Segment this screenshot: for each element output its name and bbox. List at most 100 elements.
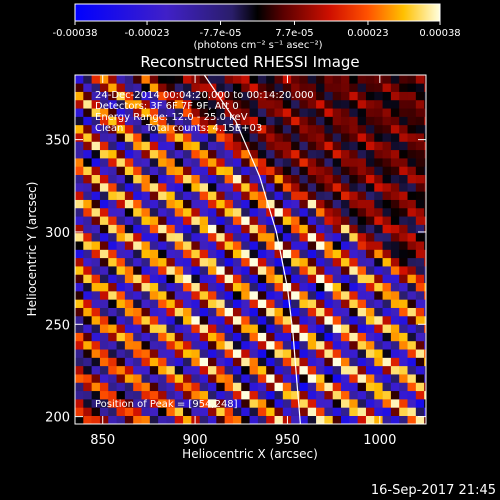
heatmap-cell	[374, 282, 383, 292]
heatmap-cell	[341, 249, 350, 259]
plot-frame	[74, 74, 427, 425]
heatmap-cell	[332, 332, 342, 342]
heatmap-cell	[307, 191, 317, 200]
heatmap-cell	[83, 357, 92, 367]
heatmap-cell	[341, 124, 350, 134]
heatmap-cell	[158, 332, 167, 342]
heatmap-cell	[349, 83, 358, 92]
heatmap-cell	[133, 382, 142, 392]
heatmap-cell	[124, 116, 134, 126]
heatmap-cell	[415, 349, 425, 358]
heatmap-cell	[390, 158, 400, 167]
heatmap-cell	[108, 133, 117, 142]
heatmap-cell	[208, 407, 217, 416]
heatmap-cell	[208, 166, 217, 176]
heatmap-cell	[424, 399, 426, 408]
heatmap-cell	[407, 216, 417, 225]
heatmap-cell	[216, 158, 225, 167]
heatmap-cell	[174, 191, 184, 200]
heatmap-cell	[224, 207, 234, 217]
heatmap-cell	[241, 199, 250, 209]
heatmap-cell	[149, 99, 159, 109]
heatmap-cell	[316, 332, 325, 342]
heatmap-cell	[166, 257, 176, 267]
heatmap-cell	[199, 174, 209, 184]
heatmap-cell	[324, 291, 334, 300]
heatmap-cell	[158, 399, 167, 408]
heatmap-cell	[299, 282, 309, 292]
heatmap-cell	[424, 191, 426, 200]
heatmap-cell	[307, 174, 317, 184]
heatmap-cell	[349, 382, 358, 392]
heatmap-cell	[158, 232, 167, 242]
heatmap-cell	[390, 291, 400, 300]
heatmap-cell	[341, 315, 350, 325]
heatmap-cell	[183, 374, 192, 383]
heatmap-cell	[174, 183, 184, 192]
heatmap-cell	[307, 149, 317, 159]
heatmap-cell	[299, 349, 309, 358]
heatmap-cell	[133, 249, 142, 259]
heatmap-cell	[141, 249, 151, 259]
peak-position-label: Position of Peak = [954,248]	[95, 399, 238, 410]
heatmap-cell	[158, 374, 167, 383]
heatmap-cell	[291, 399, 300, 408]
heatmap-cell	[191, 124, 200, 134]
heatmap-cell	[374, 166, 383, 176]
heatmap-cell	[341, 141, 350, 151]
heatmap-cell	[274, 116, 284, 126]
heatmap-cell	[216, 374, 225, 383]
heatmap-cell	[307, 75, 317, 84]
heatmap-cell	[208, 257, 217, 267]
heatmap-cell	[307, 232, 317, 242]
heatmap-cell	[199, 382, 209, 392]
heatmap-cell	[307, 332, 317, 342]
heatmap-cell	[208, 149, 217, 159]
heatmap-cell	[307, 158, 317, 167]
heatmap-cell	[232, 274, 242, 284]
heatmap-cell	[191, 249, 200, 259]
heatmap-cell	[299, 75, 309, 84]
heatmap-cell	[75, 216, 84, 225]
heatmap-cell	[83, 249, 92, 259]
heatmap-cell	[424, 199, 426, 209]
heatmap-cell	[324, 99, 334, 109]
heatmap-cell	[374, 191, 383, 200]
heatmap-cell	[316, 116, 325, 126]
heatmap-cell	[191, 207, 200, 217]
heatmap-cell	[149, 382, 159, 392]
heatmap-cell	[282, 241, 292, 250]
heatmap-cell	[399, 224, 408, 234]
heatmap-cell	[75, 158, 84, 167]
heatmap-cell	[399, 133, 408, 142]
heatmap-cell	[349, 108, 358, 117]
heatmap-cell	[365, 399, 375, 408]
heatmap-cell	[324, 374, 334, 383]
heatmap-cell	[141, 99, 151, 109]
heatmap-cell	[75, 133, 84, 142]
heatmap-cell	[257, 149, 267, 159]
heatmap-cell	[124, 365, 134, 375]
heatmap-cell	[199, 232, 209, 242]
heatmap-cell	[124, 349, 134, 358]
heatmap-cell	[166, 158, 176, 167]
heatmap-cell	[357, 349, 367, 358]
heatmap-cell	[199, 315, 209, 325]
heatmap-cell	[291, 390, 300, 400]
heatmap-cell	[191, 241, 200, 250]
heatmap-cell	[183, 299, 192, 308]
heatmap-cell	[316, 291, 325, 300]
heatmap-cell	[83, 174, 92, 184]
heatmap-cell	[382, 340, 392, 350]
heatmap-cell	[316, 99, 325, 109]
heatmap-cell	[141, 199, 151, 209]
heatmap-cell	[299, 365, 309, 375]
heatmap-cell	[116, 324, 126, 333]
heatmap-cell	[274, 133, 284, 142]
heatmap-cell	[382, 241, 392, 250]
heatmap-cell	[116, 332, 126, 342]
heatmap-cell	[241, 124, 250, 134]
heatmap-cell	[382, 199, 392, 209]
heatmap-cell	[241, 374, 250, 383]
heatmap-cell	[166, 390, 176, 400]
